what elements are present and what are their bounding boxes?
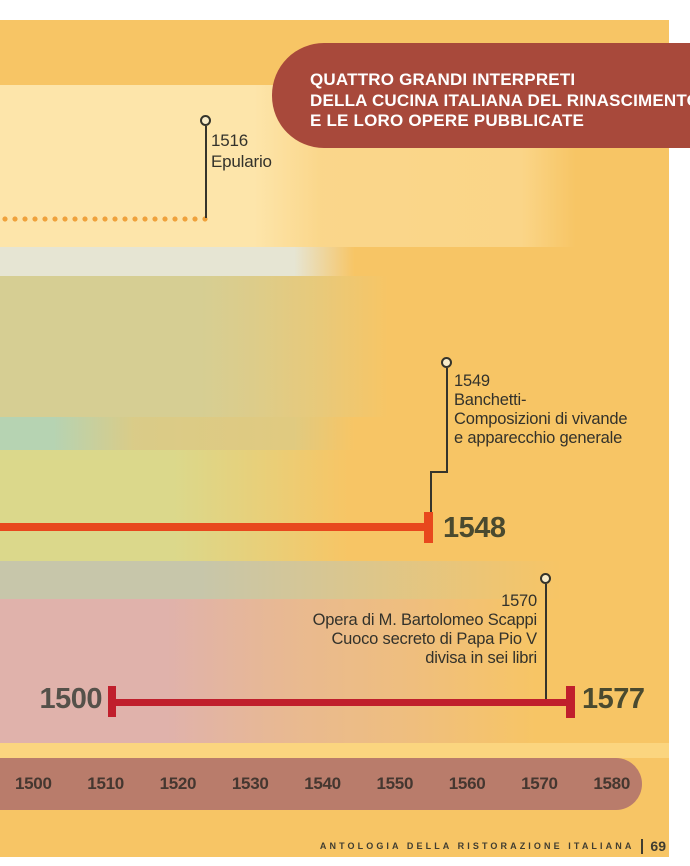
span-bar-1500-1577-start-cap [108,686,116,717]
span-bar-1500-1577-end-cap [566,686,575,718]
background-band-olive [0,276,669,417]
axis-tick-1500: 1500 [15,774,52,793]
event-1549-connector-line-jog [430,471,448,473]
axis-tick-1580: 1580 [593,774,630,793]
event-1549-line: Composizioni di vivande [454,410,628,428]
axis-tick-1540: 1540 [304,774,341,793]
axis-tick-1570: 1570 [521,774,558,793]
event-1570-year: 1570 [501,592,537,610]
event-1516-title: Epulario [211,152,272,171]
event-1549-line: Banchetti- [454,391,527,409]
event-1570-line: Cuoco secreto di Papa Pio V [331,630,537,648]
event-1570-connector-line [545,584,547,699]
span-bar-1500-1577 [112,699,572,706]
event-1570-line: Opera di M. Bartolomeo Scappi [312,611,538,629]
span-bar-1548-end-cap [424,512,433,543]
background-band-grey-sage [0,561,669,599]
span-bar-start-label: 1500 [39,683,102,715]
background-band-teal [0,417,669,450]
background-band-yellow-green [0,450,669,561]
axis-tick-1550: 1550 [376,774,414,793]
axis-tick-1520: 1520 [159,774,197,793]
event-1570-line: divisa in sei libri [425,649,537,667]
axis-tick-1560: 1560 [448,774,486,793]
event-1516-annotation: 1516 Epulario [211,130,272,172]
span-bar-1548 [0,523,426,531]
background-band-pale-sage [0,247,669,276]
footer-divider [641,838,644,854]
page-footer: ANTOLOGIA DELLA RISTORAZIONE ITALIANA 69 [320,838,666,854]
event-1516-year: 1516 [211,131,249,150]
chart-title-box: QUATTRO GRANDI INTERPRETI DELLA CUCINA I… [272,43,690,148]
background-band-pink [0,599,669,743]
event-1549-annotation: 1549 Banchetti- Composizioni di vivande … [454,372,628,448]
dotted-line [0,216,212,222]
chart-title-line: QUATTRO GRANDI INTERPRETI [310,70,576,89]
event-1549-connector-line-upper [446,368,448,473]
chart-title-line: DELLA CUCINA ITALIANA DEL RINASCIMENTO [310,90,690,110]
journal-title: ANTOLOGIA DELLA RISTORAZIONE ITALIANA [319,841,635,851]
background-band-pale-yellow [0,743,669,758]
axis-tick-1510: 1510 [87,774,124,793]
event-1549-circle-marker-icon [441,357,452,368]
event-1516-circle-marker-icon [200,115,211,126]
span-bar-1548-label: 1548 [443,512,506,544]
page-number: 69 [650,838,666,854]
span-bar-end-label: 1577 [582,683,645,715]
event-1549-year: 1549 [454,372,490,390]
event-1549-connector-line-lower [430,471,432,512]
event-1516-connector-line [205,126,207,218]
axis-tick-1530: 1530 [231,774,269,793]
event-1549-line: e apparecchio generale [454,429,623,447]
year-axis-band: 1500 1510 1520 1530 1540 1550 1560 1570 … [0,758,642,810]
event-1570-circle-marker-icon [540,573,551,584]
chart-title-line: E LE LORO OPERE PUBBLICATE [310,111,585,130]
event-1570-annotation: 1570 Opera di M. Bartolomeo Scappi Cuoco… [240,592,538,668]
